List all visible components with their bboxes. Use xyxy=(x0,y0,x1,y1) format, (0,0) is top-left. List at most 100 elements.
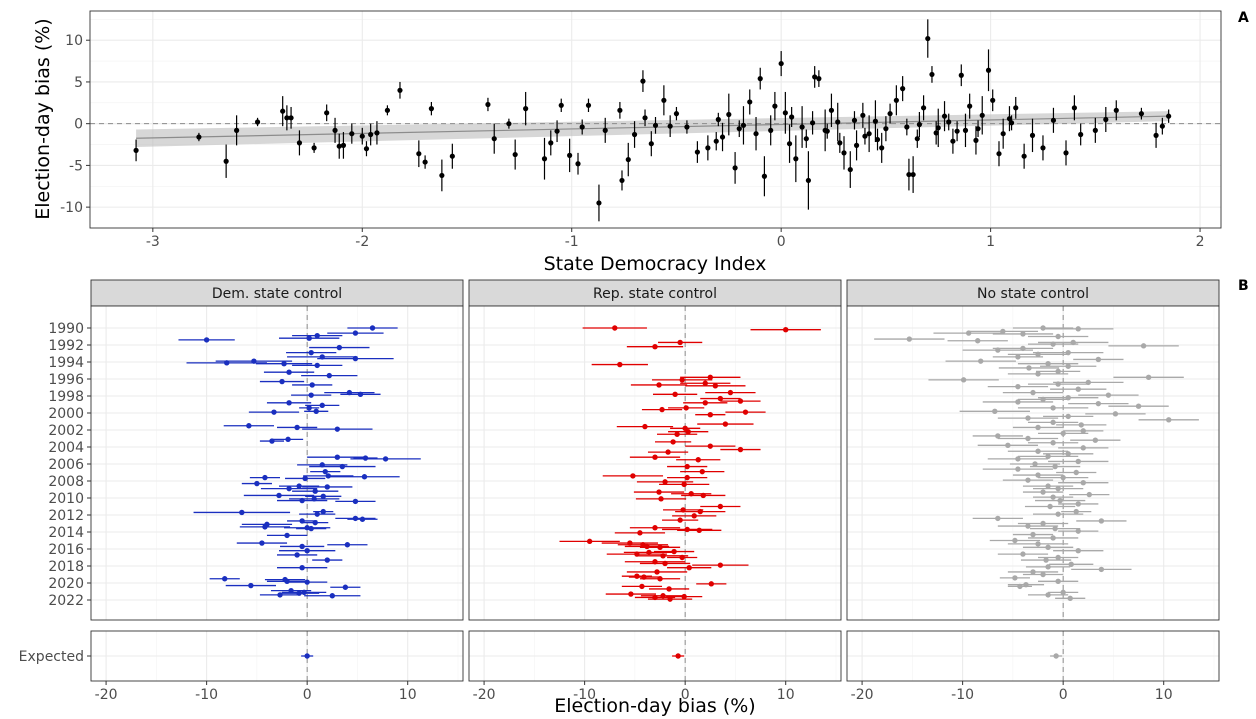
data-point xyxy=(334,426,341,432)
data-point xyxy=(1050,117,1057,123)
data-point xyxy=(642,115,648,121)
data-point xyxy=(334,454,341,460)
x-tick-label: -20 xyxy=(95,687,118,703)
data-point xyxy=(625,156,631,163)
facet-rep: Rep. state control -20 -10 0 10 xyxy=(468,279,842,703)
data-point xyxy=(1092,127,1098,133)
data-point xyxy=(397,87,403,93)
data-point xyxy=(681,593,687,600)
data-point xyxy=(1035,351,1041,358)
data-point xyxy=(320,493,326,499)
panel-a-y-axis-title: Election-day bias (%) xyxy=(32,18,54,219)
data-point xyxy=(995,515,1001,522)
data-point xyxy=(246,423,252,429)
data-point xyxy=(879,145,885,151)
data-point xyxy=(935,125,941,131)
data-point xyxy=(336,143,342,149)
data-point xyxy=(992,408,998,414)
data-point xyxy=(737,446,744,453)
data-point xyxy=(324,557,330,563)
data-point xyxy=(491,136,497,142)
expected-point xyxy=(675,653,681,659)
data-point xyxy=(684,474,690,481)
data-point xyxy=(262,474,268,481)
data-point xyxy=(368,131,374,138)
data-point xyxy=(837,140,843,146)
data-point xyxy=(299,497,305,504)
data-point xyxy=(1052,463,1058,470)
data-point xyxy=(652,122,659,128)
data-point xyxy=(702,380,708,386)
data-point xyxy=(677,517,683,523)
data-point xyxy=(660,553,666,559)
data-point xyxy=(958,72,964,78)
data-point xyxy=(1020,331,1026,337)
data-point xyxy=(887,111,893,117)
data-point xyxy=(665,449,671,455)
data-point xyxy=(296,140,303,146)
data-point xyxy=(631,131,638,138)
data-point xyxy=(652,454,658,460)
data-point xyxy=(512,151,518,158)
data-point xyxy=(312,488,318,494)
data-point xyxy=(1103,116,1109,123)
data-point xyxy=(996,151,1002,157)
facet-main-area xyxy=(469,306,841,620)
data-point xyxy=(1035,371,1041,377)
data-point xyxy=(349,131,355,137)
data-point xyxy=(658,496,664,502)
data-point xyxy=(793,156,799,162)
data-point xyxy=(782,110,788,116)
data-point xyxy=(312,519,318,526)
data-point xyxy=(860,112,866,118)
data-point xyxy=(1050,535,1056,541)
data-point xyxy=(1153,132,1159,138)
data-point xyxy=(1095,356,1102,363)
data-point xyxy=(732,165,738,171)
data-point xyxy=(284,578,290,584)
data-point xyxy=(352,355,359,362)
data-point xyxy=(586,538,593,545)
data-point xyxy=(778,60,784,67)
data-point xyxy=(1029,132,1036,138)
data-point xyxy=(753,131,759,137)
data-point xyxy=(308,349,314,356)
y-tick-label: -10 xyxy=(60,200,83,216)
data-point xyxy=(306,335,312,341)
data-point xyxy=(1013,105,1019,111)
data-point xyxy=(717,395,724,402)
data-point xyxy=(1075,386,1081,392)
data-point xyxy=(705,145,711,151)
data-point xyxy=(313,408,319,414)
data-point xyxy=(332,127,338,133)
data-point xyxy=(1135,403,1142,409)
data-point xyxy=(761,173,768,179)
data-point xyxy=(652,344,658,350)
data-point xyxy=(900,86,906,92)
data-point xyxy=(1073,508,1079,515)
data-point xyxy=(1035,424,1041,431)
data-point xyxy=(677,339,683,346)
data-point xyxy=(640,78,646,84)
data-point xyxy=(979,112,985,118)
x-tick-label: 10 xyxy=(1155,687,1173,703)
data-point xyxy=(644,543,650,550)
year-tick-label: 1994 xyxy=(48,355,84,371)
expected-tick-label: Expected xyxy=(19,649,84,665)
data-point xyxy=(772,103,778,109)
data-point xyxy=(1086,491,1093,498)
data-point xyxy=(910,171,916,178)
facet-main-border xyxy=(846,305,1220,621)
data-point xyxy=(699,468,705,475)
year-tick-label: 2000 xyxy=(48,406,84,422)
data-point xyxy=(954,128,960,134)
y-tick-label: 10 xyxy=(65,33,83,49)
data-point xyxy=(906,336,913,342)
data-point xyxy=(277,592,283,598)
year-tick-label: 2014 xyxy=(48,525,84,541)
year-tick-label: 1990 xyxy=(48,321,84,337)
data-point xyxy=(523,106,529,112)
data-point xyxy=(416,151,422,157)
data-point xyxy=(691,513,697,519)
